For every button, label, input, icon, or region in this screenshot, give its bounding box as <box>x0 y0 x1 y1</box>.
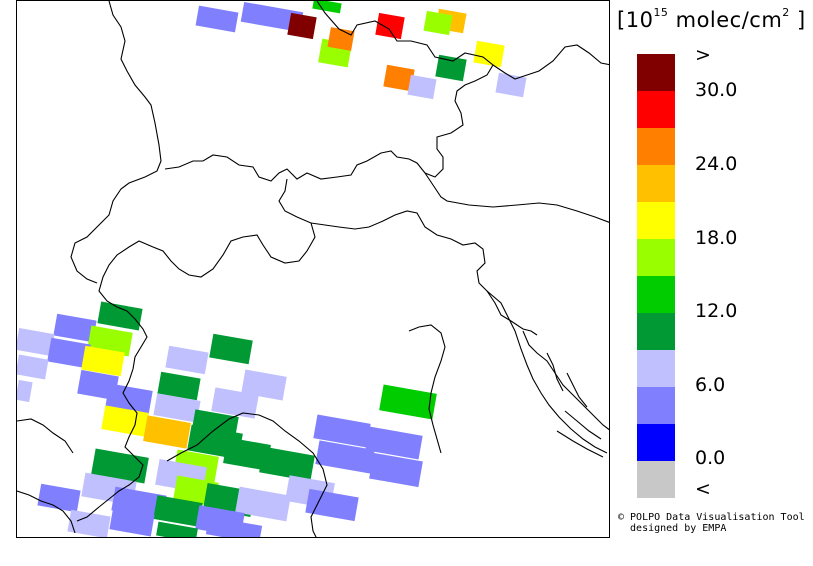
satellite-pixel <box>383 64 415 92</box>
unit-sq: 2 <box>782 6 790 19</box>
satellite-pixel <box>315 440 375 474</box>
unit-exp: 15 <box>653 6 669 19</box>
unit-rest: molec/cm <box>668 8 783 32</box>
border-corsica-edge <box>17 418 74 454</box>
credit-line-1: © POLPO Data Visualisation Tool <box>618 512 805 523</box>
border-italy-france <box>76 310 148 522</box>
colorbar-tick-label: < <box>695 478 711 500</box>
satellite-pixel <box>191 409 239 441</box>
satellite-pixel <box>379 384 437 420</box>
satellite-pixel <box>495 72 527 98</box>
colorbar-swatch <box>637 165 675 202</box>
colorbar-tick-label: 0.0 <box>695 447 726 469</box>
colorbar-swatch <box>637 91 675 128</box>
colorbar-tick-label: > <box>695 44 711 66</box>
coast-islands-2 <box>566 372 588 408</box>
satellite-pixel <box>156 521 198 537</box>
satellite-pixel <box>423 10 453 36</box>
satellite-pixel <box>195 5 239 33</box>
satellite-pixel <box>287 12 317 40</box>
satellite-pixel <box>17 354 49 380</box>
coastline-croatia <box>522 330 609 431</box>
coastline-adriatic <box>408 324 446 454</box>
colorbar-swatch <box>637 54 675 91</box>
colorbar-tick-label: 6.0 <box>695 374 726 396</box>
satellite-pixel <box>97 301 143 331</box>
satellite-pixel <box>109 507 155 537</box>
border-france-germany <box>70 1 162 284</box>
satellite-pixel <box>223 437 271 471</box>
satellite-pixel <box>407 74 437 100</box>
satellite-pixel <box>67 509 111 537</box>
coast-islands-1 <box>546 352 564 392</box>
border-italy-austria <box>310 210 538 336</box>
satellite-pixel <box>47 337 91 369</box>
satellite-pixel <box>375 12 405 40</box>
colorbar-swatch <box>637 350 675 387</box>
legend-unit-label: [1015 molec/cm2 ] <box>617 6 806 32</box>
colorbar-swatch <box>637 424 675 461</box>
satellite-pixel <box>313 414 371 448</box>
colorbar-tick-label: 12.0 <box>695 300 738 322</box>
colorbar-swatch <box>637 239 675 276</box>
satellite-pixel <box>165 345 209 375</box>
satellite-pixel <box>365 426 423 460</box>
satellite-pixel <box>91 448 149 484</box>
satellite-pixel <box>241 369 287 401</box>
unit-open: [ <box>617 8 626 32</box>
satellite-pixel <box>105 383 153 415</box>
colorbar-swatch <box>637 313 675 350</box>
map-canvas <box>17 1 609 537</box>
satellite-pixel <box>211 387 259 419</box>
satellite-pixel <box>17 328 55 356</box>
satellite-pixel <box>240 1 304 33</box>
border-switzerland-south <box>98 178 316 312</box>
coastline-istria <box>486 290 608 454</box>
coast-islands-4 <box>556 430 604 458</box>
map-panel[interactable] <box>16 0 610 538</box>
satellite-pixel <box>235 486 291 522</box>
country-borders <box>17 1 609 537</box>
satellite-pixel <box>369 452 423 488</box>
border-spain-edge <box>17 490 76 534</box>
colorbar-tick-label: 24.0 <box>695 153 738 175</box>
satellite-pixel <box>312 1 342 14</box>
colorbar-swatch <box>637 461 675 498</box>
colorbar-swatch <box>637 387 675 424</box>
satellite-pixel <box>143 415 191 449</box>
satellite-pixel <box>205 516 263 537</box>
satellite-pixel <box>259 446 315 482</box>
satellite-pixel <box>305 488 359 522</box>
colorbar-tick-label: 30.0 <box>695 79 738 101</box>
border-austria-south <box>424 172 609 223</box>
satellite-pixel <box>81 345 125 377</box>
credit-text: © POLPO Data Visualisation Tool designed… <box>618 512 805 534</box>
satellite-pixel <box>327 27 355 51</box>
satellite-pixel <box>209 333 253 365</box>
satellite-pixels <box>17 1 527 537</box>
satellite-pixel <box>153 495 203 527</box>
satellite-pixel <box>473 40 505 68</box>
colorbar-tick-label: 18.0 <box>695 227 738 249</box>
border-germany-east <box>164 1 494 182</box>
colorbar-swatch <box>637 128 675 165</box>
colorbar-swatch <box>637 202 675 239</box>
satellite-pixel <box>37 483 81 513</box>
colorbar <box>637 54 675 498</box>
satellite-pixel <box>157 371 201 401</box>
satellite-pixel <box>435 54 467 82</box>
coast-islands-3 <box>564 410 602 440</box>
colorbar-swatch <box>637 276 675 313</box>
coastline-liguria <box>166 412 328 537</box>
credit-line-2: designed by EMPA <box>618 523 727 534</box>
satellite-pixel <box>53 313 97 343</box>
border-austria-east <box>492 44 609 80</box>
unit-close: ] <box>789 8 806 32</box>
satellite-pixel <box>153 393 201 423</box>
unit-base: 10 <box>625 8 654 32</box>
satellite-pixel <box>17 379 33 403</box>
